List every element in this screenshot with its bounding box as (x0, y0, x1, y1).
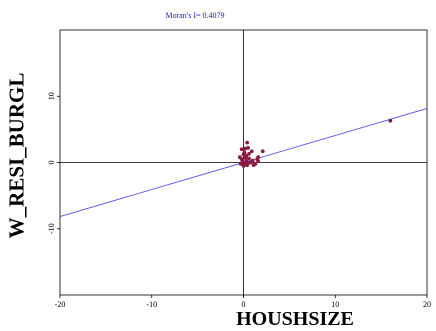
y-tick-label: 10 (47, 92, 56, 100)
data-point (260, 149, 265, 154)
data-point (239, 147, 244, 152)
data-point (250, 158, 255, 163)
data-point (241, 163, 246, 168)
data-point (244, 153, 249, 158)
x-tick-label: 20 (423, 300, 431, 309)
data-point (237, 155, 242, 160)
data-point (251, 163, 256, 168)
data-point (388, 118, 393, 123)
data-point (247, 156, 251, 161)
data-point (245, 140, 250, 145)
data-point (255, 157, 260, 162)
y-axis-label: W_RESI_BURGL (4, 72, 29, 238)
x-tick-label: -20 (55, 300, 66, 309)
x-tick-label: 10 (331, 300, 339, 309)
y-tick-label: -10 (47, 223, 56, 234)
data-point (242, 150, 247, 155)
data-point (247, 151, 251, 156)
x-axis-label: HOUSHSIZE (236, 308, 354, 330)
x-tick-label: 0 (242, 300, 246, 309)
chart-title: Moran's I= 0.4079 (165, 11, 225, 20)
data-point (249, 149, 254, 154)
y-tick-label: 0 (47, 161, 56, 165)
data-point (245, 163, 250, 168)
x-tick-label: -10 (146, 300, 157, 309)
data-point (246, 146, 250, 150)
